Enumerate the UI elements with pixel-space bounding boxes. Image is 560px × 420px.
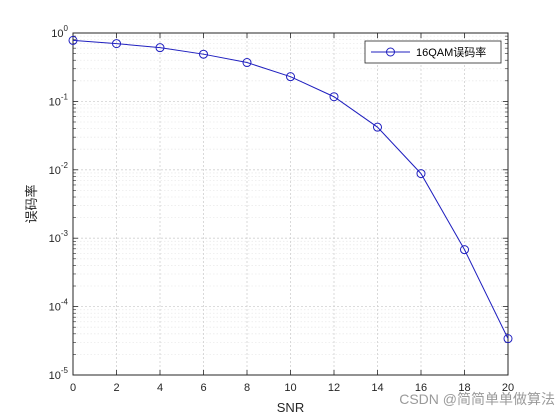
data-point-marker [373,122,382,132]
x-tick-label: 20 [502,382,514,394]
y-tick-label: 10-1 [49,92,69,108]
series-16qam [68,35,513,344]
legend-label: 16QAM误码率 [416,45,486,59]
y-tick-label: 10-5 [49,366,69,382]
data-point-marker [68,35,78,45]
data-point-marker [460,245,469,255]
y-tick-label: 10-3 [49,229,69,245]
data-point-marker [286,72,295,82]
x-tick-label: 6 [200,382,206,394]
data-point-marker [112,39,121,49]
data-point-marker [329,92,339,102]
plot-area [72,32,509,376]
series-line [72,39,509,339]
y-tick-label: 10-4 [49,298,69,314]
watermark-text: CSDN @简简单单做算法 [399,391,555,407]
y-tick-label: 100 [51,24,68,40]
x-tick-label: 16 [415,382,427,394]
x-axis-label: SNR [277,400,304,415]
x-tick-label: 4 [157,382,163,394]
data-point-marker [242,58,252,68]
legend-marker-circle [386,47,395,57]
y-tick-label: 10-2 [49,161,69,177]
data-point-marker [155,43,165,53]
axis-ticks: 10-5 10-4 10-3 10-2 10-1 100 0 2 4 6 8 10 12 14 16 18 20 [49,24,515,394]
x-tick-label: 12 [328,382,340,394]
x-tick-label: 8 [244,382,250,394]
y-axis-label: 误码率 [24,184,39,223]
data-point-marker [416,169,426,179]
x-tick-label: 10 [284,382,296,394]
x-tick-label: 0 [70,382,76,394]
grid [73,33,508,375]
data-point-marker [503,334,513,344]
legend: 16QAM误码率 [364,40,502,64]
x-tick-label: 14 [371,382,383,394]
x-tick-label: 18 [458,382,470,394]
data-point-marker [199,49,208,59]
legend-box [364,40,502,64]
x-tick-label: 2 [113,382,119,394]
